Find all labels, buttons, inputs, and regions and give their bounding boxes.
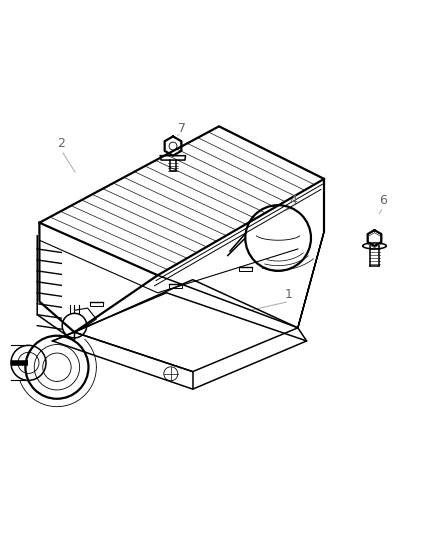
- Text: 7: 7: [178, 122, 186, 135]
- Text: 1: 1: [285, 288, 293, 302]
- Text: 4: 4: [290, 195, 297, 207]
- Text: 6: 6: [379, 195, 387, 207]
- Text: 2: 2: [57, 138, 65, 150]
